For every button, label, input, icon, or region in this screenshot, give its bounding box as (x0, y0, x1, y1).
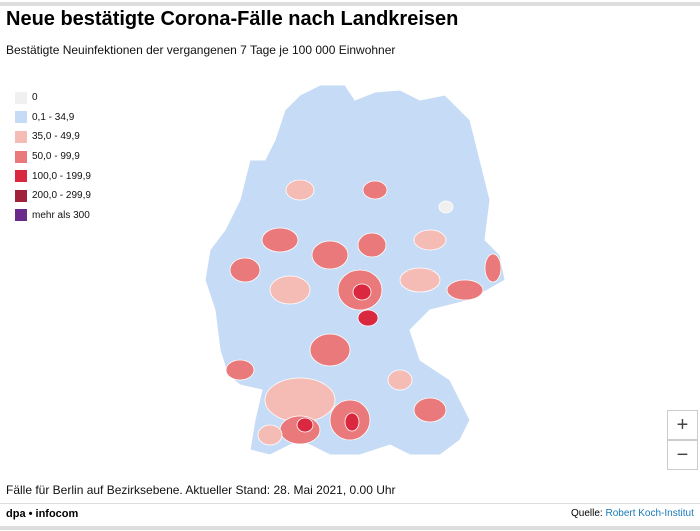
legend-swatch (15, 130, 27, 143)
bottom-rule (0, 526, 700, 530)
legend-item: 0,1 - 34,9 (15, 108, 91, 128)
zoom-in[interactable]: + (667, 410, 698, 440)
zoom-out[interactable]: − (667, 440, 698, 470)
legend-label: mehr als 300 (32, 209, 90, 221)
source-link[interactable]: Robert Koch-Institut (605, 508, 694, 519)
legend-swatch (15, 91, 27, 104)
legend-label: 0 (32, 92, 38, 104)
legend-swatch (15, 209, 27, 222)
legend-item: mehr als 300 (15, 206, 91, 226)
legend-label: 50,0 - 99,9 (32, 151, 80, 163)
legend-label: 100,0 - 199,9 (32, 170, 91, 182)
legend-swatch (15, 111, 27, 124)
legend-item: 200,0 - 299,9 (15, 186, 91, 206)
top-rule (0, 2, 700, 6)
footer-rule (0, 503, 700, 504)
legend-swatch (15, 170, 27, 183)
title: Neue bestätigte Corona-Fälle nach Landkr… (6, 8, 459, 30)
legend-label: 200,0 - 299,9 (32, 190, 91, 202)
germany (204, 84, 506, 456)
legend-item: 50,0 - 99,9 (15, 147, 91, 167)
legend-label: 35,0 - 49,9 (32, 131, 80, 143)
credit: dpa • infocom (6, 508, 79, 520)
legend-item: 35,0 - 49,9 (15, 127, 91, 147)
districts (225, 179, 502, 446)
legend-item: 100,0 - 199,9 (15, 166, 91, 186)
legend-item: 0 (15, 88, 91, 108)
footnote: Fälle für Berlin auf Bezirksebene. Aktue… (6, 483, 396, 497)
legend-swatch (15, 150, 27, 163)
map (204, 84, 506, 456)
subtitle: Bestätigte Neuinfektionen der vergangene… (6, 43, 396, 57)
source-label: Quelle: (571, 508, 603, 519)
legend-swatch (15, 189, 27, 202)
legend-label: 0,1 - 34,9 (32, 111, 75, 123)
source: Quelle: Robert Koch-Institut (571, 508, 694, 519)
legend: 0 0,1 - 34,9 35,0 - 49,9 50,0 - 99,9 100,0 -… (15, 88, 91, 225)
